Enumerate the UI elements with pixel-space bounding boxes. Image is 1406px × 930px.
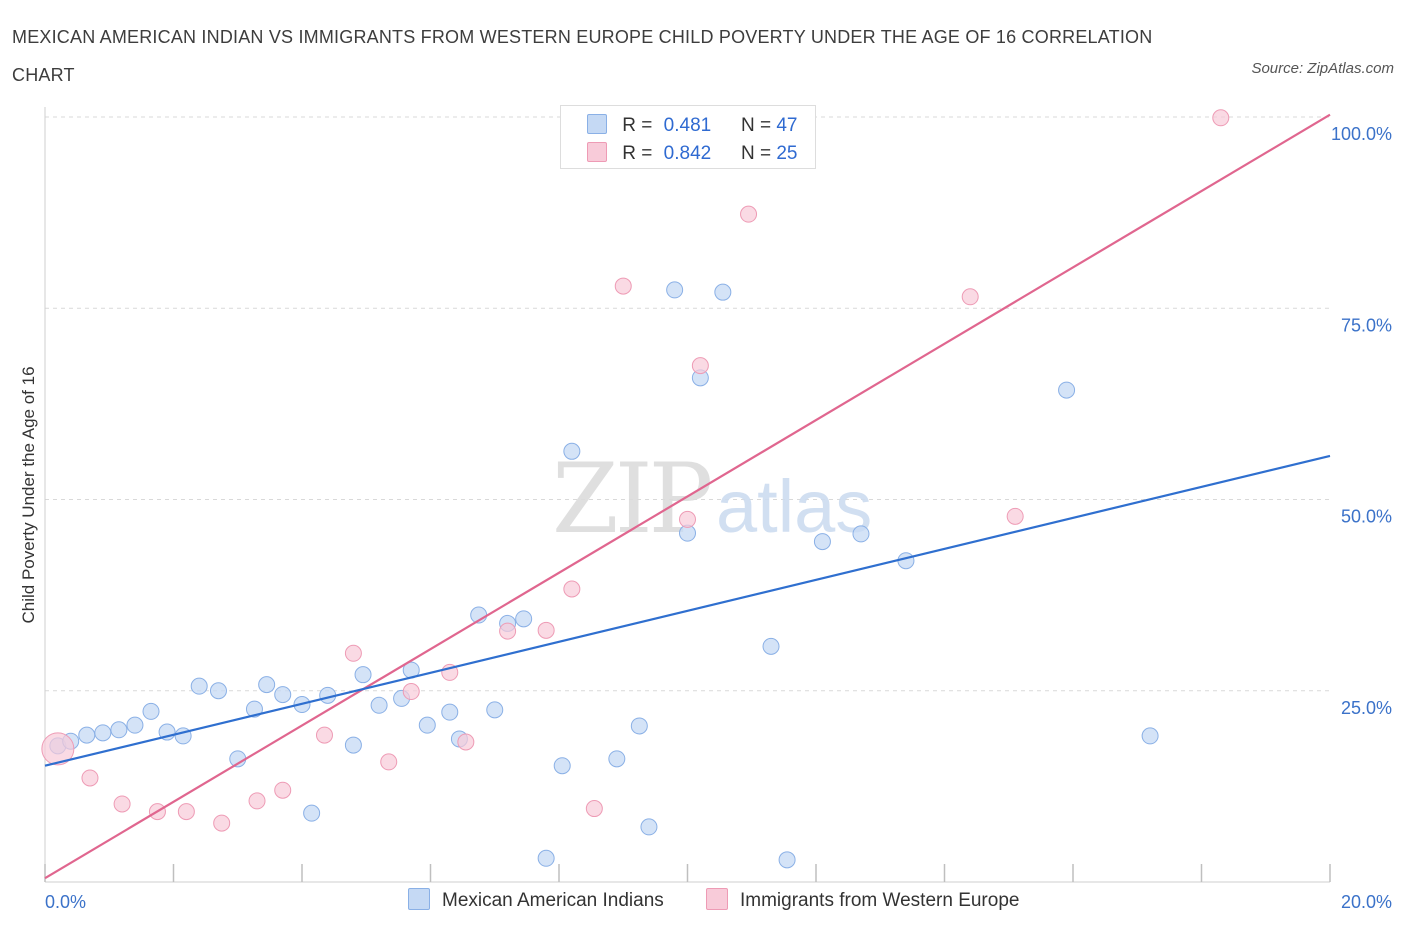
data-point <box>213 814 231 832</box>
series-legend: Mexican American Indians Immigrants from… <box>0 888 1406 916</box>
data-point <box>1212 109 1230 127</box>
series-legend-label: Immigrants from Western Europe <box>740 890 1020 911</box>
data-point <box>142 702 160 720</box>
gridlines <box>45 116 1330 692</box>
legend-r-label: R = <box>622 115 658 136</box>
data-point <box>813 533 831 551</box>
data-point <box>370 696 388 714</box>
data-point <box>177 803 195 821</box>
data-point <box>515 610 533 628</box>
trend-lines <box>44 113 1331 880</box>
data-point <box>640 818 658 836</box>
series-legend-swatch-blue <box>408 888 430 910</box>
data-point <box>78 726 96 744</box>
legend-row-blue: R = 0.481 N = 47 <box>587 114 797 138</box>
trend-line-pink <box>44 113 1331 880</box>
data-point <box>402 683 420 701</box>
data-point <box>778 851 796 869</box>
data-point <box>897 552 915 570</box>
tick-labels: 25.0% 50.0% 75.0% 100.0% 0.0% 20.0% <box>45 124 1392 912</box>
data-point <box>691 357 709 375</box>
series-legend-item-pink: Immigrants from Western Europe <box>706 888 1019 912</box>
legend-n-label: N = <box>740 115 777 136</box>
legend: R = 0.481 N = 47 R = 0.842 N = 25 <box>560 105 816 169</box>
data-point <box>274 686 292 704</box>
data-point <box>344 736 362 754</box>
data-point <box>441 703 459 721</box>
data-point <box>126 716 144 734</box>
series-legend-label: Mexican American Indians <box>442 890 664 911</box>
legend-n-label: N = <box>740 143 777 164</box>
legend-r-value: 0.842 <box>663 143 712 164</box>
watermark: ZIP atlas <box>552 443 872 555</box>
y-tick-label: 75.0% <box>1341 315 1392 335</box>
data-point <box>110 721 128 739</box>
data-point <box>380 753 398 771</box>
data-point <box>762 637 780 655</box>
legend-r-value: 0.481 <box>663 115 712 136</box>
data-point <box>537 621 555 639</box>
data-point <box>113 795 131 813</box>
data-point <box>41 732 75 766</box>
data-point <box>679 510 696 528</box>
data-point <box>418 716 436 734</box>
data-point <box>303 804 321 822</box>
data-point <box>1058 381 1076 399</box>
x-tick-label: 20.0% <box>1341 892 1392 912</box>
data-point <box>714 283 732 301</box>
data-point <box>274 781 292 799</box>
series-legend-item-blue: Mexican American Indians <box>408 888 664 912</box>
data-point <box>81 769 99 787</box>
x-tick-label: 0.0% <box>45 892 86 912</box>
data-point <box>740 205 758 223</box>
data-point <box>1141 727 1159 745</box>
data-point <box>563 442 581 460</box>
data-point <box>961 288 979 306</box>
y-tick-label: 50.0% <box>1341 507 1392 527</box>
y-tick-label: 100.0% <box>1331 124 1392 144</box>
series-legend-swatch-pink <box>706 888 728 910</box>
data-point <box>245 700 263 718</box>
data-point <box>563 580 581 598</box>
axes <box>44 107 1331 883</box>
trend-line-blue <box>44 454 1331 767</box>
data-point <box>585 800 603 818</box>
data-point <box>630 717 648 735</box>
data-point <box>457 733 475 751</box>
data-point <box>190 677 208 695</box>
legend-n-value: 25 <box>776 143 798 164</box>
y-axis-label: Child Poverty Under the Age of 16 <box>19 366 38 623</box>
data-point <box>486 701 504 719</box>
legend-r-label: R = <box>622 143 658 164</box>
legend-swatch-pink <box>587 142 607 162</box>
watermark-atlas: atlas <box>716 465 872 548</box>
data-point <box>852 525 870 543</box>
data-point <box>248 792 266 810</box>
legend-swatch-blue <box>587 114 607 134</box>
data-point <box>499 622 517 640</box>
data-point <box>1006 507 1024 525</box>
data-point <box>553 757 571 775</box>
source-credit: Source: ZipAtlas.com <box>1251 60 1394 77</box>
y-tick-label: 25.0% <box>1341 698 1392 718</box>
chart-title: MEXICAN AMERICAN INDIAN VS IMMIGRANTS FR… <box>12 27 1153 85</box>
data-point <box>315 726 333 744</box>
series-mexican-american-indians <box>49 281 1159 869</box>
data-point <box>537 849 555 867</box>
data-point <box>94 724 112 742</box>
data-point <box>258 676 276 694</box>
data-point <box>209 682 227 700</box>
data-point <box>614 277 632 295</box>
legend-n-value: 47 <box>776 115 798 136</box>
legend-row-pink: R = 0.842 N = 25 <box>587 142 797 166</box>
data-point <box>608 750 626 768</box>
data-point <box>354 666 372 684</box>
data-point <box>666 281 684 299</box>
data-point <box>344 644 362 662</box>
